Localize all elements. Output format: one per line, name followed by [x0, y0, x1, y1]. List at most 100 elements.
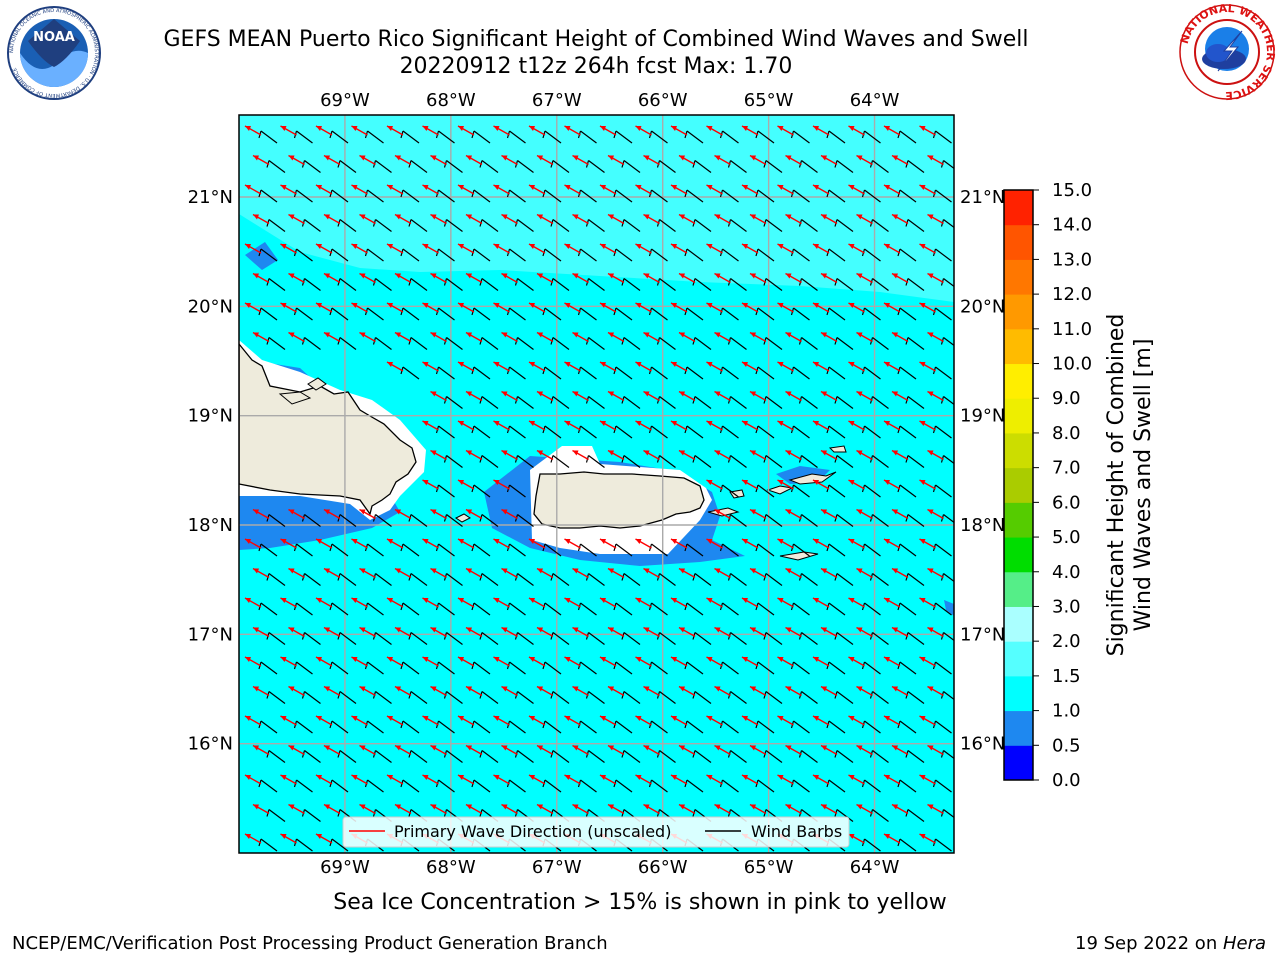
wave-arrow-head [635, 716, 642, 721]
wave-arrow-head [848, 539, 855, 544]
wave-arrow-head [501, 214, 508, 220]
wave-arrow-head [750, 627, 756, 633]
wind-barb [899, 838, 917, 852]
wind-barb [722, 661, 739, 675]
wave-arrow-head [572, 391, 579, 397]
wave-arrow-head [493, 244, 500, 249]
wave-arrow-head [458, 657, 464, 662]
wind-barb [410, 160, 428, 173]
wind-barb [828, 189, 846, 203]
wave-arrow-head [359, 745, 366, 751]
wind-barb [580, 189, 597, 203]
wind-barb [402, 602, 420, 616]
wave-arrow-head [856, 332, 863, 338]
wave-arrow-head [316, 244, 322, 249]
wind-barb [765, 632, 783, 645]
wave-arrow-head [856, 804, 863, 810]
wind-barb [473, 484, 491, 498]
wave-arrow-head [777, 362, 784, 367]
wave-arrow-head [564, 303, 571, 308]
wind-barb [694, 455, 712, 468]
wave-arrow-head [253, 568, 259, 574]
colorbar-swatch [1004, 294, 1033, 330]
wave-arrow-head [848, 834, 855, 839]
wave-arrow-head [813, 716, 819, 721]
wave-arrow-head [288, 332, 295, 338]
wind-barb [588, 455, 605, 468]
wind-barb [935, 189, 952, 203]
wind-barb [686, 720, 704, 734]
wind-barb [757, 189, 775, 203]
wind-barb [899, 661, 917, 675]
wind-barb [339, 691, 357, 704]
wave-arrow-head [635, 539, 642, 544]
colorbar-tick-label: 1.5 [1052, 666, 1081, 687]
wind-barb [304, 160, 321, 173]
wave-arrow-head [821, 391, 827, 397]
wind-barb [509, 661, 526, 675]
wind-barb [757, 366, 775, 380]
wind-barb [509, 543, 526, 557]
wave-arrow-head [280, 126, 287, 131]
wind-barb [623, 691, 641, 704]
wind-barb [836, 573, 854, 586]
wind-barb [757, 602, 775, 616]
wave-arrow-head [245, 657, 251, 662]
wave-arrow-head [529, 598, 535, 603]
wave-arrow-head [395, 509, 401, 515]
wind-barb [694, 573, 712, 586]
wave-arrow-head [608, 332, 614, 338]
wind-barb [730, 750, 747, 763]
wind-barb [872, 809, 889, 822]
colorbar-swatch [1004, 571, 1033, 607]
wave-arrow-head [245, 834, 251, 839]
wind-barb [864, 484, 881, 498]
wave-arrow-head [856, 686, 863, 692]
wave-arrow-head [679, 804, 685, 810]
wave-arrow-head [750, 568, 756, 574]
wind-barb [899, 720, 917, 734]
wave-arrow-head [643, 273, 650, 279]
wave-arrow-head [919, 362, 926, 367]
colorbar-tick-label: 8.0 [1052, 423, 1081, 444]
wind-barb [623, 750, 641, 763]
wind-barb [651, 248, 668, 262]
wave-arrow-head [387, 362, 393, 367]
lat-label-right: 16°N [960, 734, 1005, 755]
wind-barb [517, 337, 534, 350]
wave-arrow-head [742, 185, 748, 190]
wave-arrow-head [742, 657, 748, 662]
colorbar-swatch [1004, 259, 1033, 295]
wave-arrow-head [785, 332, 792, 338]
wave-arrow-head [750, 745, 756, 751]
wave-arrow-head [564, 598, 571, 603]
wind-barb [615, 779, 633, 793]
wave-arrow-head [493, 716, 500, 721]
wind-barb [446, 337, 463, 350]
wave-arrow-head [785, 804, 792, 810]
wind-barb [552, 632, 570, 645]
wind-barb [907, 809, 925, 822]
wave-arrow-head [892, 509, 898, 515]
wave-arrow-head [750, 686, 756, 692]
wind-barb [722, 484, 739, 498]
wind-barb [446, 455, 463, 468]
nws-logo-icon: NATIONAL WEATHER SERVICE [1178, 3, 1276, 101]
wave-arrow-head [714, 155, 721, 161]
wind-barb [935, 602, 952, 616]
wind-barb [268, 573, 286, 586]
lon-label-bottom: 67°W [532, 857, 582, 878]
wave-arrow-head [679, 450, 685, 456]
wave-arrow-head [927, 332, 934, 338]
wave-arrow-head [785, 450, 792, 456]
wave-arrow-head [316, 598, 322, 603]
wave-arrow-head [892, 450, 898, 456]
wave-arrow-head [430, 332, 437, 338]
wave-arrow-head [493, 126, 500, 131]
wind-barb [615, 366, 633, 380]
wind-barb [481, 396, 499, 409]
wind-barb [615, 602, 633, 616]
wind-barb [659, 396, 676, 409]
wave-arrow-head [848, 421, 855, 426]
